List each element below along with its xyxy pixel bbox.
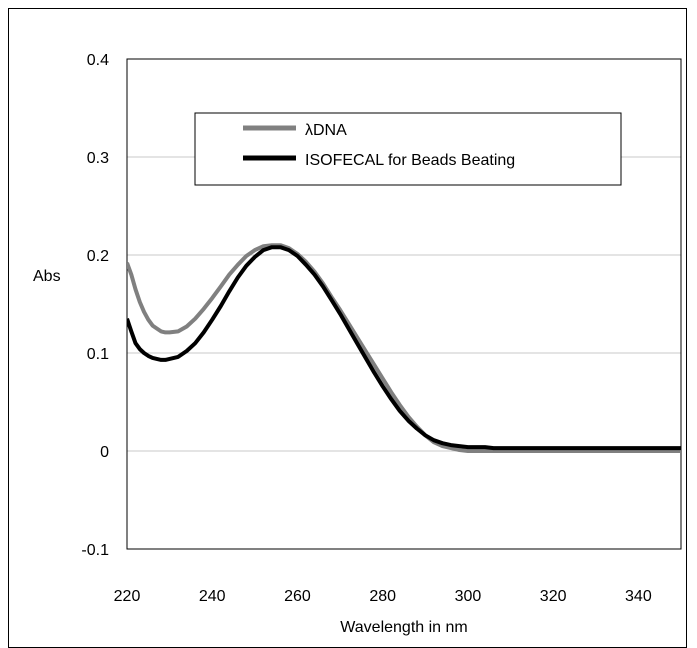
y-tick-label: 0.2 bbox=[87, 248, 109, 265]
legend: λDNA ISOFECAL for Beads Beating bbox=[194, 112, 622, 186]
series-line-isofecal bbox=[127, 245, 681, 451]
legend-box bbox=[194, 112, 622, 186]
x-tick-label: 300 bbox=[455, 588, 482, 605]
y-tick-label: -0.1 bbox=[81, 542, 109, 559]
x-tick-label: 260 bbox=[284, 588, 311, 605]
series-group bbox=[127, 243, 681, 453]
x-tick-label: 340 bbox=[625, 588, 652, 605]
x-tick-label: 220 bbox=[114, 588, 141, 605]
x-axis-label: Wavelength in nm bbox=[340, 619, 467, 636]
x-tick-label: 280 bbox=[369, 588, 396, 605]
y-tick-label: 0 bbox=[100, 444, 109, 461]
y-axis-label: Abs bbox=[33, 268, 61, 285]
series-line-lambda-dna bbox=[127, 243, 681, 453]
x-tick-labels: 220 240 260 280 300 320 340 bbox=[114, 588, 652, 605]
y-tick-label: 0.3 bbox=[87, 150, 109, 167]
y-tick-labels: -0.1 0 0.1 0.2 0.3 0.4 bbox=[81, 52, 109, 559]
x-tick-label: 240 bbox=[199, 588, 226, 605]
x-tick-label: 320 bbox=[540, 588, 567, 605]
y-tick-label: 0.1 bbox=[87, 346, 109, 363]
y-tick-label: 0.4 bbox=[87, 52, 109, 69]
legend-label-isofecal: ISOFECAL for Beads Beating bbox=[305, 152, 515, 169]
legend-label-lambda-dna: λDNA bbox=[305, 122, 347, 139]
plot-area bbox=[126, 58, 682, 550]
